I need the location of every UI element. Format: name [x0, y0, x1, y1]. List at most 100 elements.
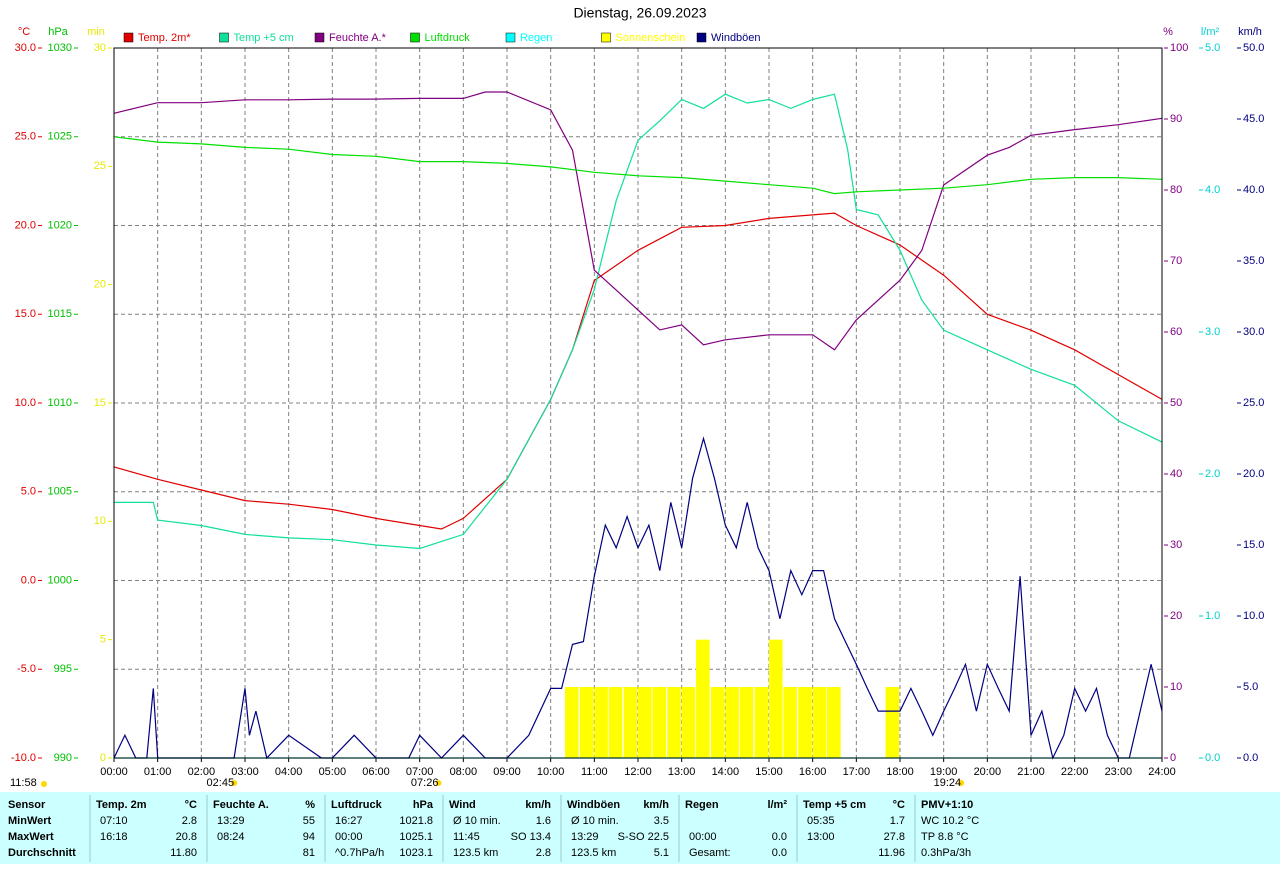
sunshine-bar	[739, 687, 754, 758]
y-tick-label: 30.0	[15, 42, 36, 54]
x-tick-label: 21:00	[1017, 766, 1045, 778]
table-cell: SO 13.4	[511, 831, 551, 843]
x-tick-label: 06:00	[362, 766, 390, 778]
table-cell: 16:18	[100, 831, 128, 843]
table-cell: l/m²	[767, 799, 787, 811]
y-tick-label: 80	[1170, 184, 1182, 196]
table-label: MinWert	[8, 815, 52, 827]
sunshine-bar	[638, 687, 652, 758]
table-cell: Feuchte A.	[213, 799, 269, 811]
x-tick-label: 10:00	[537, 766, 565, 778]
y-tick-label: 70	[1170, 255, 1182, 267]
table-cell: 08:24	[217, 831, 245, 843]
table-cell: 94	[303, 831, 315, 843]
plot-frame	[113, 47, 1163, 759]
y-tick-label: 0.0	[21, 574, 36, 586]
x-tick-label: 04:00	[275, 766, 303, 778]
table-cell: Gesamt:	[689, 847, 731, 859]
y-tick-label: 3.0	[1205, 326, 1220, 338]
y-tick-label: 1.0	[1205, 610, 1220, 622]
table-cell: 1021.8	[399, 815, 433, 827]
y-tick-label: 0	[1170, 752, 1176, 764]
y-tick-label: 30.0	[1243, 326, 1264, 338]
y-tick-label: 5.0	[1243, 681, 1258, 693]
table-cell: Wind	[449, 799, 476, 811]
table-cell: km/h	[525, 799, 551, 811]
table-cell: 1025.1	[399, 831, 433, 843]
y-tick-label: 10	[1170, 681, 1182, 693]
table-cell: 0.0	[772, 847, 787, 859]
sunshine-bar	[798, 687, 812, 758]
x-tick-label: 08:00	[450, 766, 478, 778]
sunshine-bar	[579, 687, 594, 758]
y-tick-label: 2.0	[1205, 468, 1220, 480]
table-cell: 07:10	[100, 815, 128, 827]
y-tick-label: 1000	[48, 574, 72, 586]
x-tick-label: 07:00	[406, 766, 434, 778]
series-line	[113, 436, 1163, 760]
legend-swatch	[505, 32, 516, 43]
annotation: 19:24	[934, 777, 962, 789]
y-tick-label: 30	[94, 42, 106, 54]
sun-marker	[41, 781, 47, 787]
legend-label: Windböen	[711, 32, 761, 44]
table-cell: ^0.7hPa/h	[335, 847, 384, 859]
table-label: Durchschnitt	[8, 847, 76, 859]
table-cell: 00:00	[689, 831, 717, 843]
y-tick-label: 30	[1170, 539, 1182, 551]
y-tick-label: 20	[94, 279, 106, 291]
x-tick-label: 16:00	[799, 766, 827, 778]
series-line	[113, 136, 1163, 195]
series-line	[113, 212, 1163, 530]
y-tick-label: 10.0	[1243, 610, 1264, 622]
table-cell: Ø 10 min.	[453, 815, 501, 827]
x-tick-label: 00:00	[100, 766, 128, 778]
sunshine-bar	[681, 687, 696, 758]
y-tick-label: 1015	[48, 308, 72, 320]
sunshine-bar	[667, 687, 681, 758]
annotation: 02:45	[207, 777, 235, 789]
table-cell: Regen	[685, 799, 719, 811]
y-tick-label: 40.0	[1243, 184, 1264, 196]
y-tick-label: 45.0	[1243, 113, 1264, 125]
y-tick-label: 0	[100, 752, 106, 764]
y-tick-label: 15	[94, 397, 106, 409]
table-cell: 2.8	[182, 815, 197, 827]
x-tick-label: 18:00	[886, 766, 914, 778]
y-tick-label: 20.0	[1243, 468, 1264, 480]
table-cell: Temp +5 cm	[803, 799, 866, 811]
sunshine-bar	[565, 687, 579, 758]
y-tick-label: 10.0	[15, 397, 36, 409]
legend-swatch	[601, 32, 611, 43]
table-cell: km/h	[643, 799, 669, 811]
table-cell: %	[305, 799, 315, 811]
y-tick-label: 35.0	[1243, 255, 1264, 267]
table-cell: 1.6	[536, 815, 551, 827]
table-cell: °C	[893, 799, 905, 811]
table-cell: 13:29	[217, 815, 245, 827]
x-tick-label: 23:00	[1105, 766, 1133, 778]
annotation: 07:26	[411, 777, 439, 789]
table-cell: 0.3hPa/3h	[921, 847, 971, 859]
x-tick-label: 24:00	[1148, 766, 1176, 778]
y-tick-label: 60	[1170, 326, 1182, 338]
y-tick-label: 25	[94, 160, 106, 172]
x-tick-label: 13:00	[668, 766, 696, 778]
x-tick-label: 19:00	[930, 766, 958, 778]
table-cell: WC 10.2 °C	[921, 815, 979, 827]
sunshine-bar	[812, 687, 827, 758]
sun-marker	[435, 780, 442, 786]
legend-label: Feuchte A.*	[329, 32, 387, 44]
table-cell: PMV+1:10	[921, 799, 973, 811]
y-tick-label: 50.0	[1243, 42, 1264, 54]
y-tick-label: 1005	[48, 486, 72, 498]
sunshine-bar	[623, 687, 638, 758]
series-line	[114, 93, 1163, 550]
sun-marker	[231, 780, 238, 786]
table-cell: Luftdruck	[331, 799, 383, 811]
sunshine-bar	[652, 687, 666, 758]
y-tick-label: 0.0	[1205, 752, 1220, 764]
table-cell: Ø 10 min.	[571, 815, 619, 827]
y-tick-label: -5.0	[17, 663, 36, 675]
